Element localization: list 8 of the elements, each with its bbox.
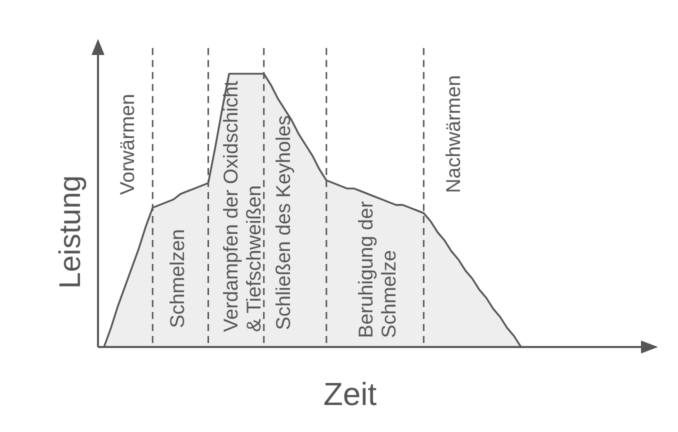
annotation: Schließen des Keyholes <box>273 115 295 330</box>
annotation: Verdampfen der Oxidschicht & Tiefschweißen <box>220 80 266 332</box>
annotation: Beruhigung der Schmelze <box>356 200 400 338</box>
annotation: Nachwärmen <box>443 75 465 193</box>
annotation: Vorwärmen <box>117 94 139 195</box>
x-axis-title: Zeit <box>323 376 377 412</box>
y-axis-title: Leistung <box>54 175 86 289</box>
annotation: Schmelzen <box>167 229 189 328</box>
